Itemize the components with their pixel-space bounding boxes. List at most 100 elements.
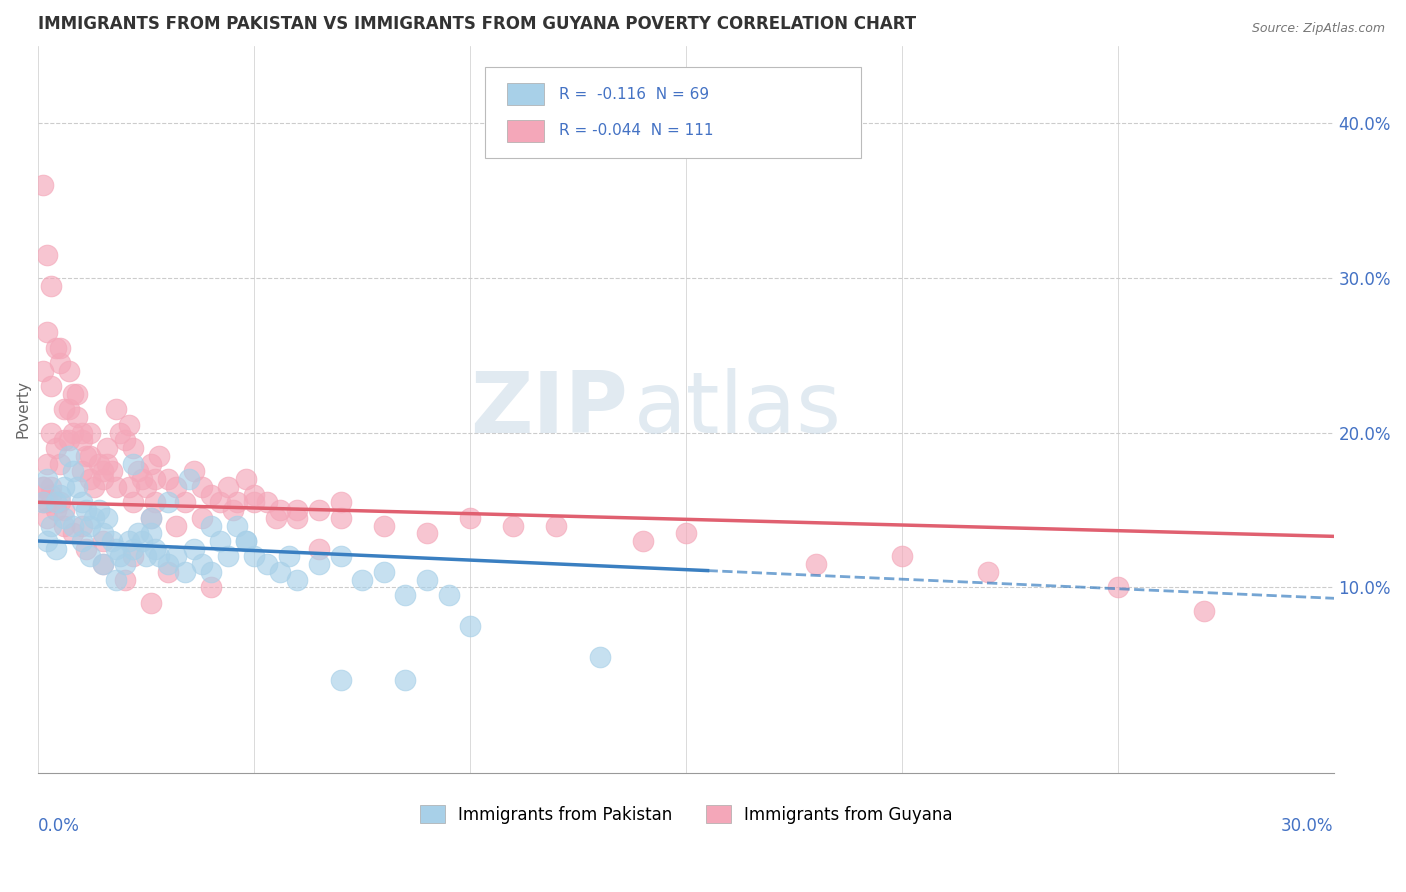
Point (139, 526, 162, 541)
Point (139, 510, 162, 524)
Point (235, 472, 257, 486)
Point (308, 558, 330, 572)
Point (394, 673, 416, 688)
Point (631, 534, 654, 549)
Point (100, 464, 122, 478)
Point (308, 541, 330, 556)
Point (131, 534, 153, 549)
FancyBboxPatch shape (485, 68, 860, 159)
Text: IMMIGRANTS FROM PAKISTAN VS IMMIGRANTS FROM GUYANA POVERTY CORRELATION CHART: IMMIGRANTS FROM PAKISTAN VS IMMIGRANTS F… (38, 15, 917, 33)
Point (546, 518, 568, 533)
Point (458, 619, 481, 633)
Point (502, 518, 524, 533)
Point (191, 480, 214, 494)
Point (804, 558, 827, 572)
Point (226, 495, 249, 509)
Point (70, 434, 93, 448)
Point (35, 472, 58, 486)
Point (96, 510, 118, 524)
Point (62, 518, 84, 533)
Point (66, 387, 89, 401)
Point (70, 464, 93, 478)
Point (329, 673, 352, 688)
Point (226, 518, 249, 533)
Point (35, 510, 58, 524)
Point (79, 472, 101, 486)
Point (127, 526, 149, 541)
Point (58, 434, 80, 448)
Point (45, 541, 67, 556)
Point (143, 472, 166, 486)
Point (287, 503, 309, 517)
Point (243, 549, 266, 564)
Point (269, 503, 291, 517)
Point (122, 541, 145, 556)
Point (174, 565, 197, 579)
Point (39, 487, 62, 501)
Point (166, 549, 188, 564)
Point (31, 480, 53, 494)
Point (191, 558, 214, 572)
Point (122, 441, 145, 455)
Point (35, 325, 58, 339)
Point (35, 247, 58, 261)
Point (31, 495, 53, 509)
Point (373, 565, 395, 579)
Point (416, 573, 439, 587)
Point (70, 518, 93, 533)
Point (156, 472, 179, 486)
Point (31, 178, 53, 192)
Point (156, 565, 179, 579)
Point (135, 480, 157, 494)
Point (243, 495, 266, 509)
Point (114, 434, 136, 448)
Point (114, 558, 136, 572)
Point (75, 541, 97, 556)
Point (62, 387, 84, 401)
Point (45, 503, 67, 517)
Point (62, 526, 84, 541)
Point (235, 534, 257, 549)
Point (79, 449, 101, 463)
Point (277, 549, 299, 564)
Point (143, 495, 166, 509)
Point (79, 549, 101, 564)
Point (329, 495, 352, 509)
Point (91, 526, 114, 541)
Point (217, 480, 239, 494)
Point (122, 457, 145, 471)
FancyBboxPatch shape (508, 120, 544, 142)
Point (588, 650, 610, 665)
Point (31, 480, 53, 494)
Point (87, 503, 110, 517)
Point (143, 541, 166, 556)
Point (235, 534, 257, 549)
Point (62, 464, 84, 478)
Point (96, 457, 118, 471)
Point (91, 472, 114, 486)
Point (127, 464, 149, 478)
Point (31, 364, 53, 378)
Point (105, 541, 128, 556)
Point (49, 356, 72, 370)
Point (35, 457, 58, 471)
Point (45, 341, 67, 355)
Point (174, 495, 197, 509)
Point (208, 534, 231, 549)
Point (458, 510, 481, 524)
Point (79, 425, 101, 440)
Point (66, 410, 89, 425)
Point (83, 480, 105, 494)
Text: atlas: atlas (634, 368, 842, 451)
Point (148, 549, 170, 564)
Point (166, 518, 188, 533)
Point (156, 495, 179, 509)
Legend: Immigrants from Pakistan, Immigrants from Guyana: Immigrants from Pakistan, Immigrants fro… (413, 799, 959, 830)
Point (1107, 581, 1129, 595)
Point (131, 472, 153, 486)
Point (166, 480, 188, 494)
Point (100, 534, 122, 549)
Point (49, 341, 72, 355)
Point (329, 549, 352, 564)
Point (75, 503, 97, 517)
